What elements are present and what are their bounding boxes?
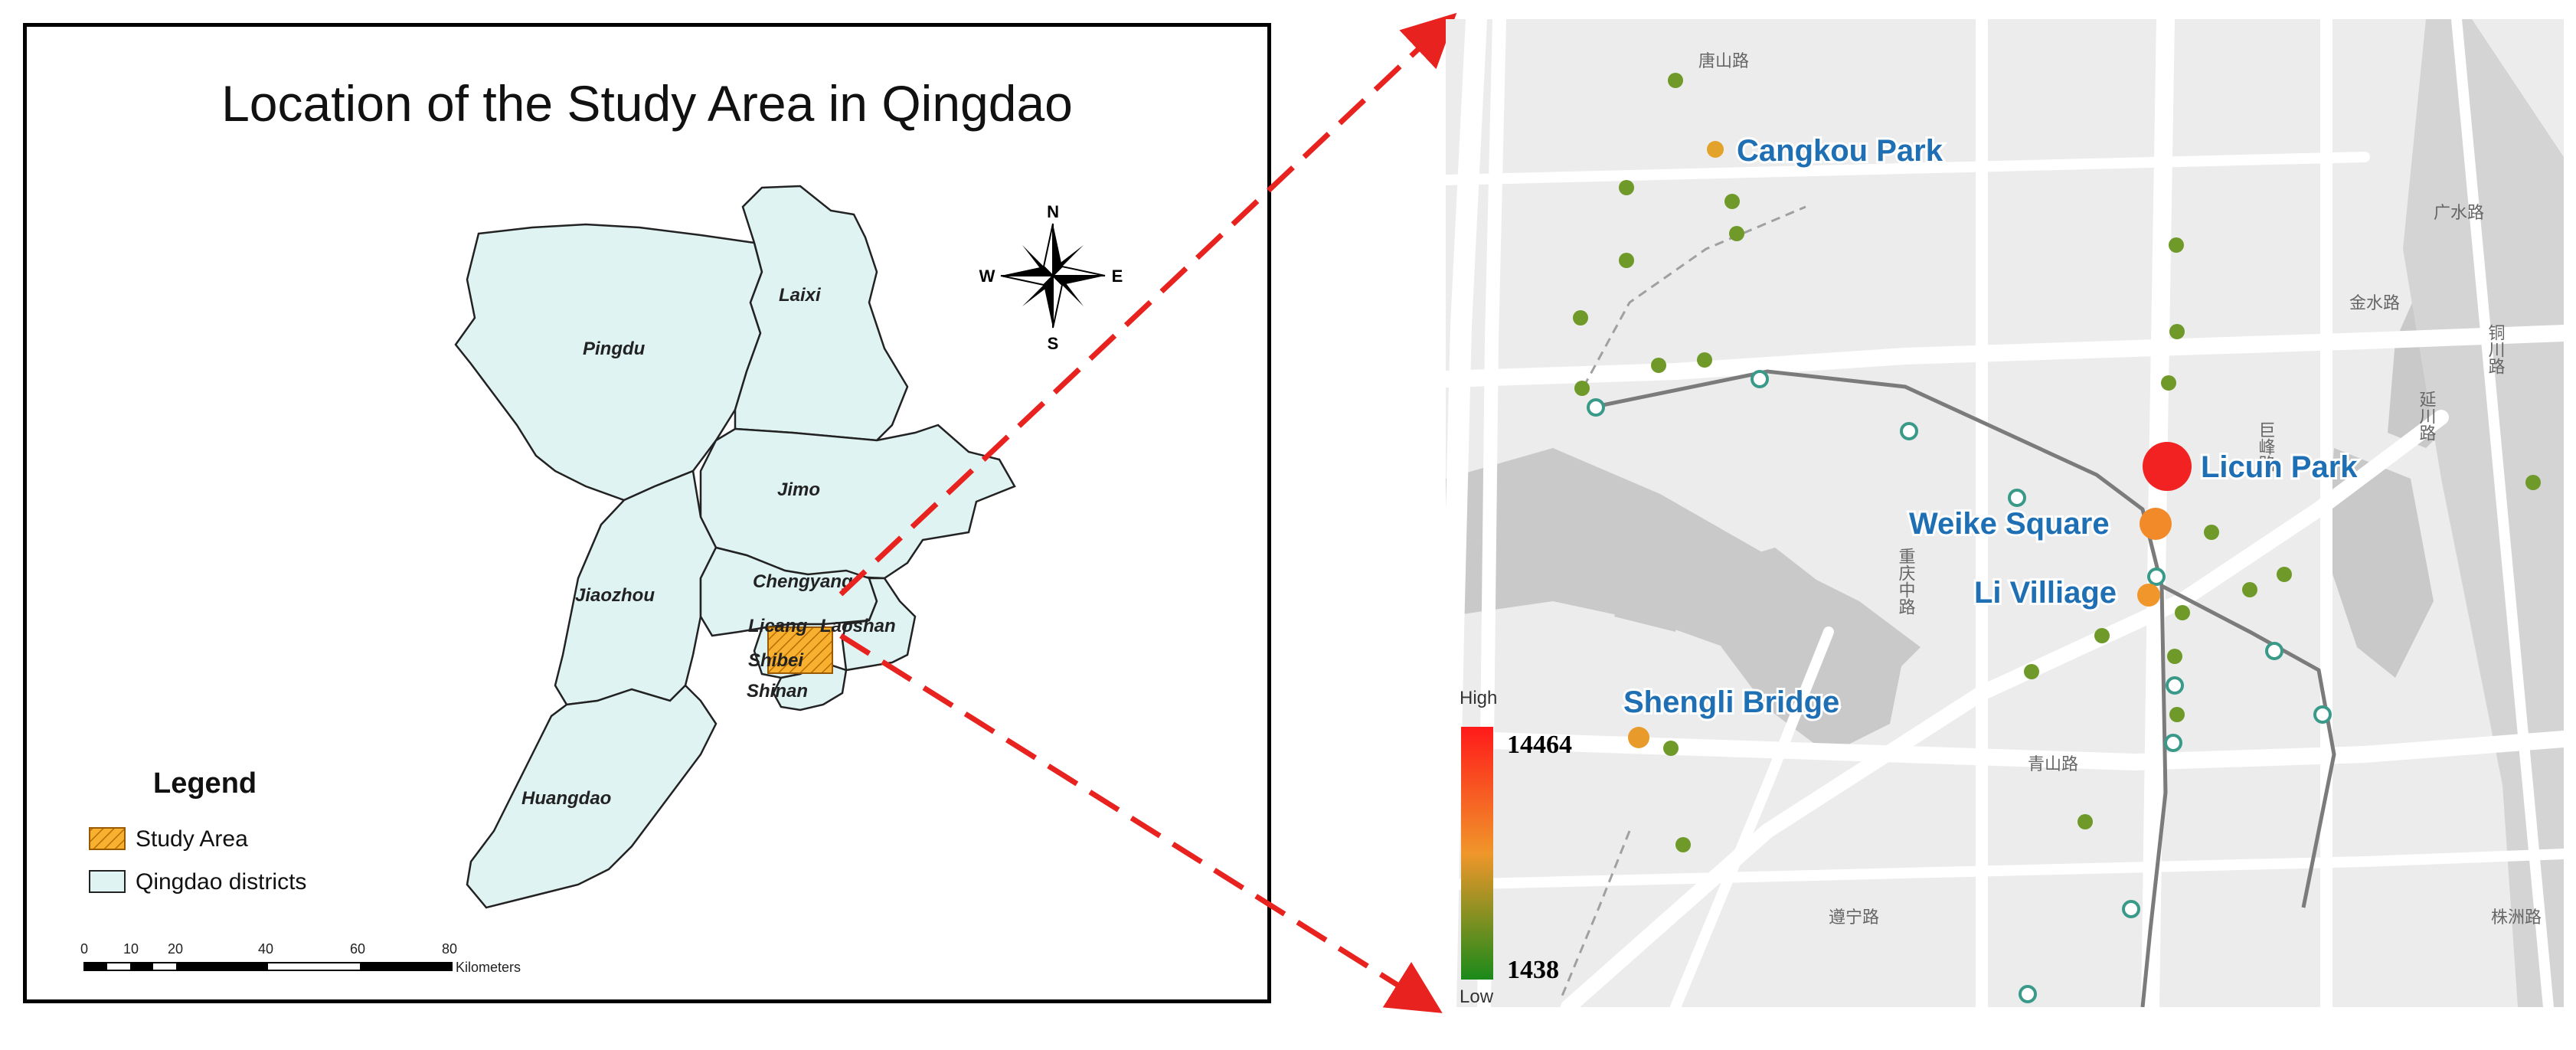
hotspot-li-villiage <box>2137 584 2160 607</box>
scale-unit: Kilometers <box>456 960 521 975</box>
study-area-box <box>767 626 833 674</box>
hotspot-point <box>2077 814 2093 829</box>
hotspot-point <box>2204 525 2219 540</box>
road-label-jinshui: 金水路 <box>2349 294 2400 313</box>
hotspot-point <box>1668 73 1683 88</box>
label-jiaozhou: Jiaozhou <box>575 585 655 606</box>
hotspot-cangkou-park <box>1707 141 1724 158</box>
legend-title: Legend <box>153 767 257 800</box>
legend-label-districts: Qingdao districts <box>136 869 306 895</box>
hotspot-point <box>1619 253 1634 268</box>
label-laixi: Laixi <box>779 285 822 306</box>
legend: Legend Study Area Qingdao districts <box>89 767 306 895</box>
road-label-zunning: 遵宁路 <box>1829 908 1879 927</box>
compass-rose-icon: N S E W <box>979 202 1123 353</box>
scale-tick-10: 10 <box>123 941 139 957</box>
hotspot-point <box>1663 741 1679 756</box>
label-shibei: Shibei <box>748 650 804 671</box>
road-label-zhuzhou: 株洲路 <box>2491 908 2542 927</box>
road-label-yanchuan: 延川路 <box>2417 391 2437 441</box>
label-licang: Licang <box>748 616 808 636</box>
hotspot-point <box>1697 352 1712 368</box>
legend-swatch-districts <box>89 870 126 893</box>
minor-hotspots <box>1573 73 2541 852</box>
scale-tick-60: 60 <box>350 941 365 957</box>
label-shengli-bridge: Shengli Bridge <box>1623 685 1839 719</box>
label-licun-park: Licun Park <box>2201 450 2358 484</box>
label-laoshan: Laoshan <box>820 616 896 636</box>
scale-max-value: 14464 <box>1507 731 1572 759</box>
hotspot-point <box>1651 358 1666 373</box>
road-label-tangshan: 唐山路 <box>1698 52 1749 71</box>
hotspot-point <box>2161 375 2176 391</box>
hotspot-point <box>2094 628 2110 643</box>
road-label-jufeng: 巨峰路 <box>2256 421 2276 472</box>
legend-label-study-area: Study Area <box>136 826 248 852</box>
hotspot-point <box>2525 475 2541 490</box>
label-chengyang: Chengyang <box>753 571 853 592</box>
hotspot-point <box>1573 310 1588 325</box>
compass-e: E <box>1112 267 1123 286</box>
color-ramp-bar <box>1461 727 1493 980</box>
label-jimo: Jimo <box>777 479 820 500</box>
scale-tick-80: 80 <box>442 941 457 957</box>
compass-s: S <box>1048 334 1059 353</box>
road-label-guangshui: 广水路 <box>2434 204 2484 223</box>
hotspot-point <box>2242 582 2257 597</box>
label-li-villiage: Li Villiage <box>1974 576 2117 610</box>
qingdao-district-map: Pingdu Laixi Jimo Jiaozhou Chengyang Lic… <box>80 185 1123 975</box>
hotspot-point <box>1619 180 1634 195</box>
scale-min-value: 1438 <box>1507 956 1559 984</box>
compass-n: N <box>1047 202 1059 221</box>
label-huangdao: Huangdao <box>521 788 611 809</box>
compass-w: W <box>979 267 995 286</box>
hotspot-point <box>1729 226 1744 241</box>
hotspot-point <box>1675 837 1691 852</box>
hotspot-point <box>2169 324 2185 339</box>
district-chengyang <box>699 546 878 637</box>
scale-high-label: High <box>1460 688 1497 708</box>
hotspot-point <box>2175 605 2190 620</box>
hotspot-point <box>2169 237 2184 253</box>
scale-tick-20: 20 <box>168 941 183 957</box>
hotspot-point <box>1574 381 1590 396</box>
study-area-location-map: Location of the Study Area in Qingdao Pi… <box>23 23 1271 1003</box>
scale-tick-0: 0 <box>80 941 88 957</box>
hotspot-point <box>1724 194 1740 209</box>
hotspot-point <box>2169 707 2185 722</box>
road-label-chongqing: 重庆中路 <box>1896 548 1916 615</box>
hotspot-point <box>2024 664 2039 679</box>
district-laixi <box>734 185 909 442</box>
hotspot-point <box>2277 567 2292 582</box>
road-label-qingshan: 青山路 <box>2028 755 2078 774</box>
label-weike-square: Weike Square <box>1909 507 2110 541</box>
study-area-detail-map: 唐山路 广水路 金水路 铜川路 延川路 巨峰路 重庆中路 青山路 遵宁路 株洲路 <box>1446 19 2564 1007</box>
scale-tick-40: 40 <box>258 941 273 957</box>
legend-swatch-study-area <box>89 827 126 850</box>
label-shinan: Shinan <box>747 681 808 702</box>
scale-bar: 0 10 20 40 60 80 Kilometers <box>80 941 521 975</box>
color-scale-legend: High 14464 1438 Low <box>1460 688 1572 1007</box>
hotspot-weike-square <box>2140 508 2172 540</box>
hotspot-shengli-bridge <box>1628 727 1649 748</box>
label-cangkou-park: Cangkou Park <box>1737 134 1943 168</box>
road-label-tongchuan: 铜川路 <box>2486 324 2506 375</box>
district-huangdao <box>466 684 718 909</box>
hotspot-licun-park <box>2143 442 2192 491</box>
hotspot-point <box>2167 649 2182 664</box>
hotspot-map: 唐山路 广水路 金水路 铜川路 延川路 巨峰路 重庆中路 青山路 遵宁路 株洲路 <box>1446 19 2564 1007</box>
scale-low-label: Low <box>1460 986 1494 1007</box>
label-pingdu: Pingdu <box>583 339 646 359</box>
